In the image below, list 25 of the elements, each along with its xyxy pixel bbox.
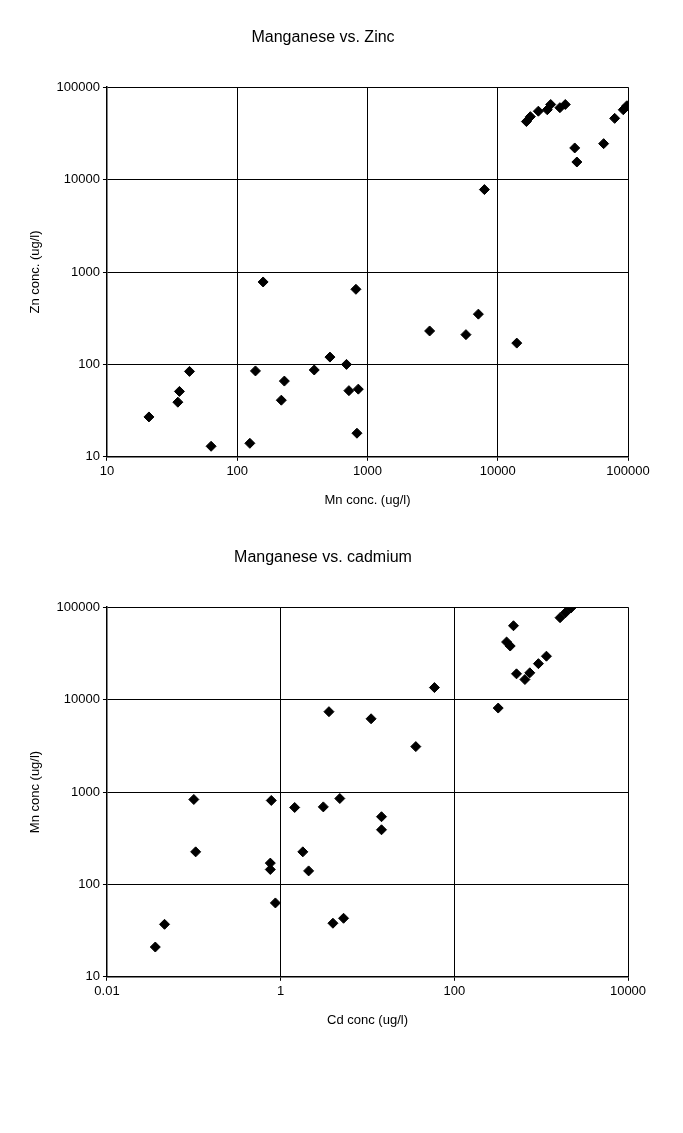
x-tick-label: 100 [443,983,466,999]
y-tick-label: 10000 [63,171,100,187]
y-tick-label: 1000 [71,783,100,799]
x-tick-label: 0.01 [94,983,120,999]
x-tick-label: 1 [277,983,285,999]
x-axis-title: Mn conc. (ug/l) [324,491,411,507]
y-tick-label: 1000 [71,263,100,279]
x-tick-label: 10000 [609,983,647,999]
y-tick-label: 100000 [56,598,100,614]
y-tick-label: 10 [85,448,100,464]
y-tick-label: 100000 [56,78,100,94]
y-tick-label: 100 [78,355,100,371]
y-tick-label: 10 [85,968,100,984]
y-tick-label: 100 [78,875,100,891]
chart-title: Manganese vs. Zinc [251,28,395,46]
y-tick-label: 10000 [63,691,100,707]
x-tick-label: 100000 [606,463,650,479]
x-axis-title: Cd conc (ug/l) [327,1011,408,1027]
x-tick-label: 100 [226,463,249,479]
x-tick-label: 1000 [353,463,382,479]
y-axis-title: Mn conc (ug/l) [27,750,43,834]
x-tick-label: 10 [99,463,115,479]
y-axis-title: Zn conc. (ug/l) [27,230,43,314]
chart-title: Manganese vs. cadmium [234,548,412,566]
x-tick-label: 10000 [479,463,516,479]
